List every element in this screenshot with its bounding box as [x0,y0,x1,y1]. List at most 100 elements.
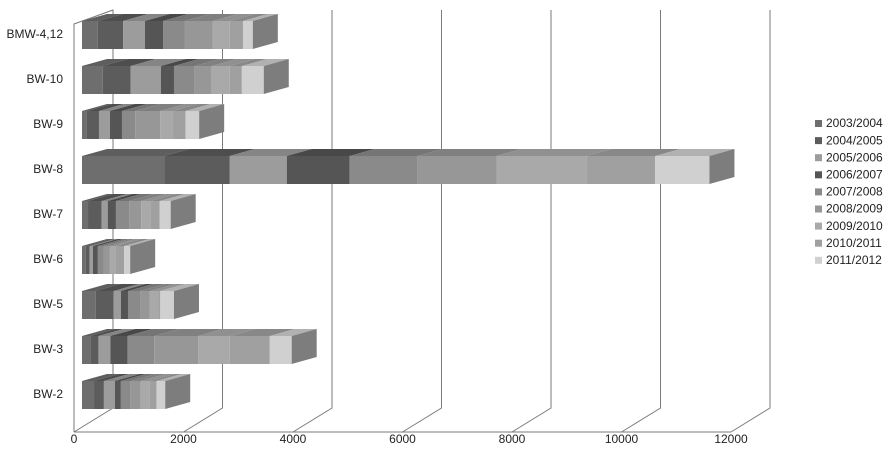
bar-front [107,201,116,229]
legend-swatch [815,239,822,247]
bar-top [140,374,175,381]
x-tick-label: 10000 [605,432,639,446]
bar-top [86,104,124,111]
bar-front [86,111,99,139]
legend-label: 2004/2005 [826,133,883,147]
bar-front [98,111,110,139]
bar-front [212,21,230,49]
bar-top [154,329,224,336]
bar-front [89,246,93,274]
bar-front [163,21,185,49]
bar-segment [229,329,295,364]
grid-line [292,10,333,433]
bar-segment [160,104,198,139]
bar-side [291,329,317,364]
bar-segment [129,194,167,229]
grid-line [511,10,552,433]
grid-line [402,10,442,433]
bar-top [185,104,225,111]
bar-segment [241,59,289,94]
bar-segment [150,194,185,229]
bar-segment [173,59,220,94]
bar-top [82,104,112,111]
bar-front [150,201,160,229]
bar-top [107,194,141,201]
bar-top [82,329,116,336]
bar-segment [90,329,124,364]
bar-top [103,374,140,381]
bar-front [121,111,136,139]
legend-swatch [815,120,822,127]
bar-front [90,336,99,364]
bar-top [135,104,186,111]
bar-top [586,149,681,156]
bar-front [160,66,174,94]
bar-front [185,111,200,139]
bar-top [82,149,190,156]
bar-top [150,194,185,201]
bar-segment [140,284,175,319]
bar-top [101,194,133,201]
bar-top [129,194,167,201]
bar-front [88,201,102,229]
bar-segment [115,239,150,274]
bar-front [127,336,155,364]
bar-top [130,59,186,66]
legend-swatch [815,222,822,230]
bar-top [94,374,129,381]
bar-segment [127,329,180,364]
bar-front [94,381,104,409]
legend-label: 2003/2004 [826,116,883,130]
legend-label: 2008/2009 [826,202,883,216]
bar-front [123,21,145,49]
bar-segment [655,149,735,184]
bar-front [135,111,161,139]
bar-top [95,284,139,291]
legend-swatch [815,154,822,162]
bar-segment [94,374,129,409]
grid-line [730,10,771,433]
bar-top [229,329,295,336]
bar-front [82,201,89,229]
bar-top [156,374,191,381]
x-tick-label: 12000 [714,432,748,446]
bar-side [199,104,225,139]
bar-segment [82,104,112,139]
bar-top [130,374,166,381]
bar-segment [110,329,153,364]
bar-top [114,374,146,381]
x-tick-label: 6000 [389,432,416,446]
bar-segment [130,374,166,409]
bar-top [160,104,198,111]
bar-front [160,111,173,139]
bar-top [159,194,196,201]
bar-top [109,239,141,246]
bar-segment [98,104,135,139]
bar-front [103,246,110,274]
bar-segment [229,14,268,49]
bar-segment [120,284,153,319]
bar-front [417,156,497,184]
bar-top [158,284,186,291]
bar-segment [109,239,141,274]
legend-label: 2009/2010 [826,219,883,233]
bar-front [269,336,292,364]
bar-segment [113,284,146,319]
bar-top [242,14,278,21]
bar-top [90,329,124,336]
bar-top [184,14,238,21]
bar-top [141,194,176,201]
bar-segment [92,239,123,274]
bar-top [127,329,180,336]
bar-top [109,104,147,111]
bar-front [159,201,171,229]
bar-segment [149,374,182,409]
bar-front [149,381,157,409]
bar-segment [97,14,149,49]
bar-segment [140,374,175,409]
bar-front [349,156,418,184]
bar-front [144,21,164,49]
bar-front [129,201,142,229]
bar-top [149,284,184,291]
